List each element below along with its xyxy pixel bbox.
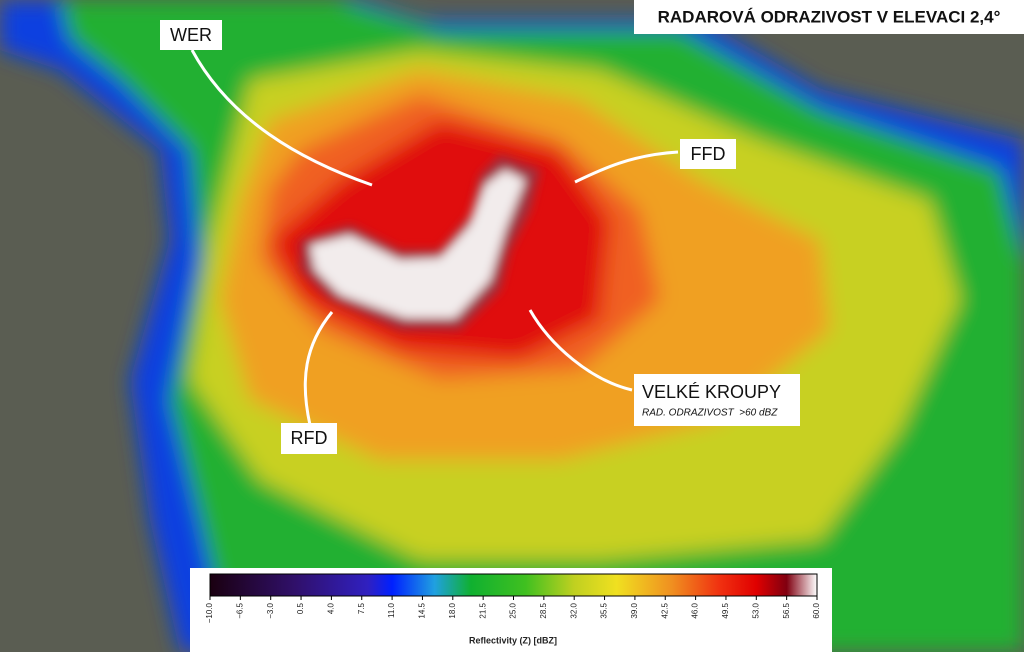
annotation-arrows [190, 49, 679, 426]
tick-label: 60.0 [812, 602, 821, 618]
colorbar-label: Reflectivity (Z) [dBZ] [469, 635, 557, 645]
tick-label: 25.0 [509, 602, 518, 618]
tick-label: −3.0 [266, 602, 275, 618]
arrow [528, 309, 633, 392]
title: RADAROVÁ ODRAZIVOST V ELEVACI 2,4° [658, 7, 1001, 26]
tick-label: 42.5 [660, 602, 669, 618]
tick-label: −10.0 [205, 602, 214, 623]
tick-label: 4.0 [327, 602, 336, 614]
colorbar-scale [209, 573, 818, 597]
label-box [160, 20, 222, 50]
tick-label: 11.0 [387, 602, 396, 618]
colorbar: Reflectivity (Z) [dBZ] −10.0 −6.5 −3.0 0.5 4… [190, 568, 832, 652]
hail-core [300, 155, 540, 330]
tick-label: 21.5 [478, 602, 487, 618]
annotation-note: RAD. ODRAZIVOST >60 dBZ [642, 408, 778, 419]
annotation-label: VELKÉ KROUPY [642, 382, 781, 402]
tick-label: 39.0 [630, 602, 639, 618]
annotation-label: WER [170, 25, 212, 45]
tick-label: 28.5 [539, 602, 548, 618]
tick-label: −6.5 [235, 602, 244, 618]
annotation-label: FFD [691, 144, 726, 164]
tick-label: 14.5 [418, 602, 427, 618]
tick-label: 35.5 [600, 602, 609, 618]
arrow [190, 49, 373, 187]
label-box [634, 374, 800, 426]
annotation-label: RFD [291, 428, 328, 448]
title-box [634, 0, 1024, 34]
tick-label: 56.5 [782, 602, 791, 618]
tick-label: 46.0 [691, 602, 700, 618]
tick-label: 18.0 [448, 602, 457, 618]
label-box [281, 423, 337, 454]
tick-label: 7.5 [357, 602, 366, 614]
arrow [303, 311, 334, 426]
tick-label: 49.5 [721, 602, 730, 618]
arrow [574, 150, 679, 184]
tick-label: 32.0 [569, 602, 578, 618]
label-box [680, 139, 736, 169]
tick-label: 53.0 [751, 602, 760, 618]
tick-label: 0.5 [296, 602, 305, 614]
